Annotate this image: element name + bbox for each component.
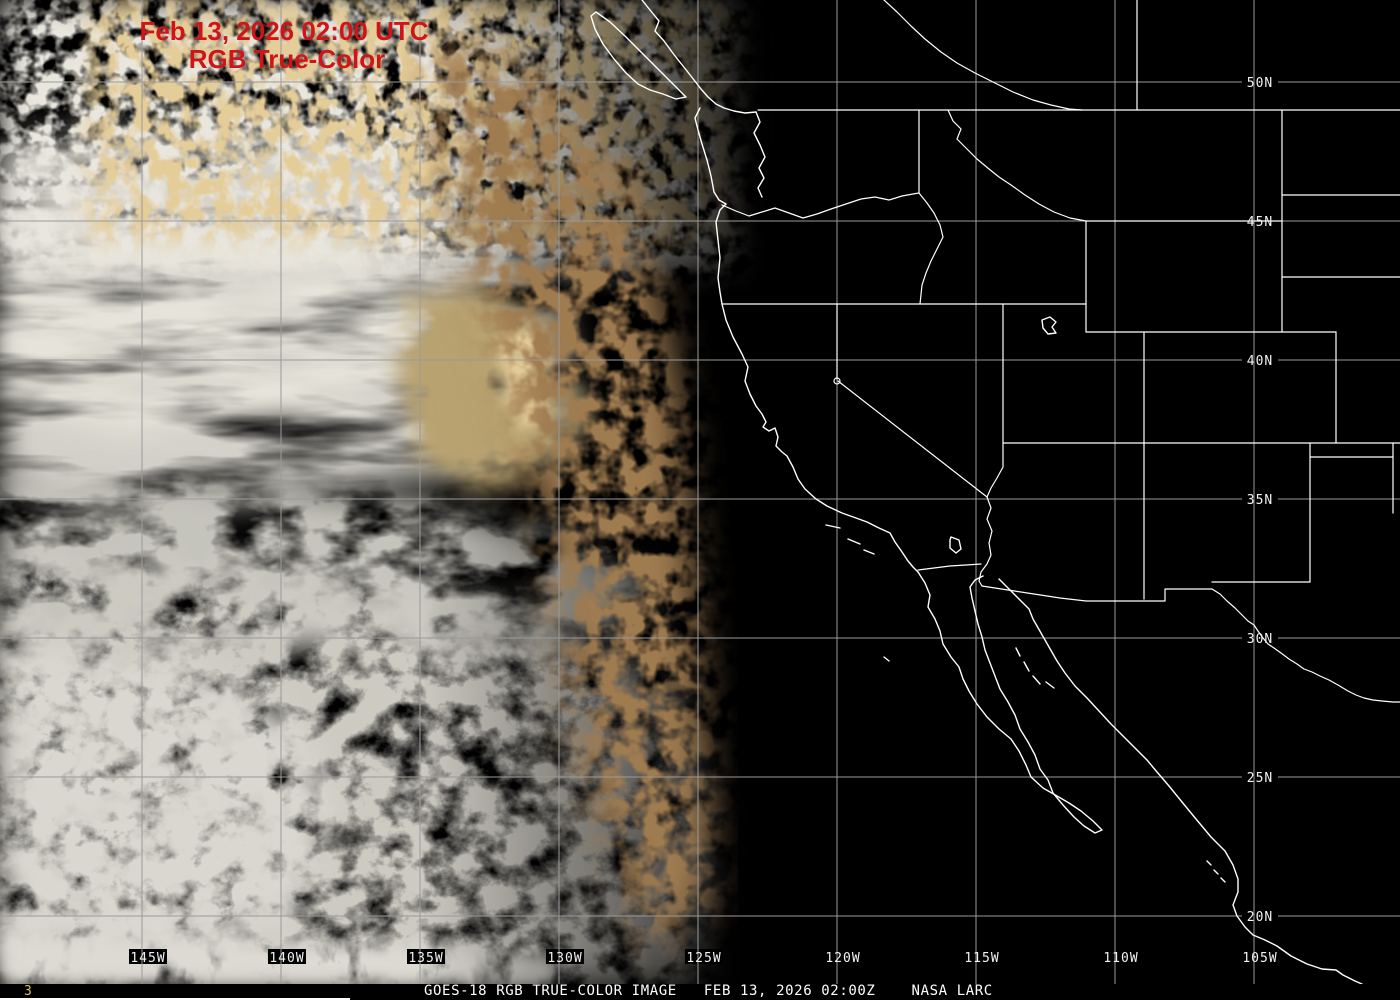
lat-label: 20N	[1247, 910, 1273, 925]
border-mexico-az	[981, 585, 1087, 602]
cloud-cumulus-bright	[0, 640, 340, 960]
lon-label: 115W	[964, 951, 999, 966]
lat-label: 50N	[1247, 76, 1273, 91]
label-backings	[129, 75, 1279, 964]
graticule-longitude-lines	[141, 0, 1255, 984]
coastlines	[590, 0, 1363, 984]
lat-label: 40N	[1247, 354, 1273, 369]
lake-great-salt-lake	[1041, 316, 1057, 335]
border-wa-or-columbia	[721, 192, 920, 219]
lon-label: 105W	[1242, 951, 1277, 966]
longitude-labels: 145W 140W 135W 130W 125W 120W 115W 110W …	[130, 951, 1277, 966]
lat-label: 25N	[1247, 771, 1273, 786]
coast-mainland-mexico	[998, 578, 1363, 984]
border-ca-nv-diagonal	[837, 380, 988, 498]
lat-label: 30N	[1247, 632, 1273, 647]
islands	[825, 524, 1226, 883]
footer-bar: 3 GOES-18 RGB TRUE-COLOR IMAGE FEB 13, 2…	[0, 984, 1400, 1000]
bottom-edge-artifact	[0, 998, 350, 1000]
border-rio-grande	[1211, 588, 1400, 703]
lon-label: 120W	[825, 951, 860, 966]
title-datetime: Feb 13, 2026 02:00 UTC	[139, 16, 428, 46]
terminator-speckle	[430, 40, 710, 950]
image-title: Feb 13, 2026 02:00 UTC RGB True-Color	[139, 16, 428, 74]
lake-salton-sea	[949, 536, 962, 554]
lon-label: 135W	[408, 951, 443, 966]
graticule-latitude-lines	[0, 81, 1400, 917]
lat-label: 35N	[1247, 493, 1273, 508]
lat-label: 45N	[1247, 215, 1273, 230]
lon-label: 110W	[1103, 951, 1138, 966]
lon-label: 140W	[269, 951, 304, 966]
border-id-mt	[947, 109, 1087, 222]
coast-baja-california	[917, 571, 1103, 834]
lon-label: 125W	[686, 951, 721, 966]
coast-puget-sound	[753, 111, 766, 198]
political-borders	[721, 0, 1400, 703]
border-mexico-ca	[917, 563, 982, 571]
coast-west-us	[694, 107, 919, 573]
lon-label: 145W	[130, 951, 165, 966]
footer-caption: GOES-18 RGB TRUE-COLOR IMAGE FEB 13, 202…	[424, 983, 993, 999]
frame-number: 3	[24, 984, 32, 999]
title-product: RGB True-Color	[189, 44, 385, 74]
border-mexico-nm	[1085, 588, 1213, 602]
lon-label: 130W	[547, 951, 582, 966]
border-or-id	[918, 192, 944, 305]
coast-vancouver-island	[590, 11, 687, 100]
border-ca-az-colorado-river	[978, 496, 993, 587]
latitude-labels: 50N 45N 40N 35N 30N 25N 20N	[1247, 76, 1273, 925]
border-nv-az	[986, 442, 1004, 498]
coast-british-columbia	[641, 0, 757, 114]
border-bc-alberta	[883, 0, 1083, 111]
